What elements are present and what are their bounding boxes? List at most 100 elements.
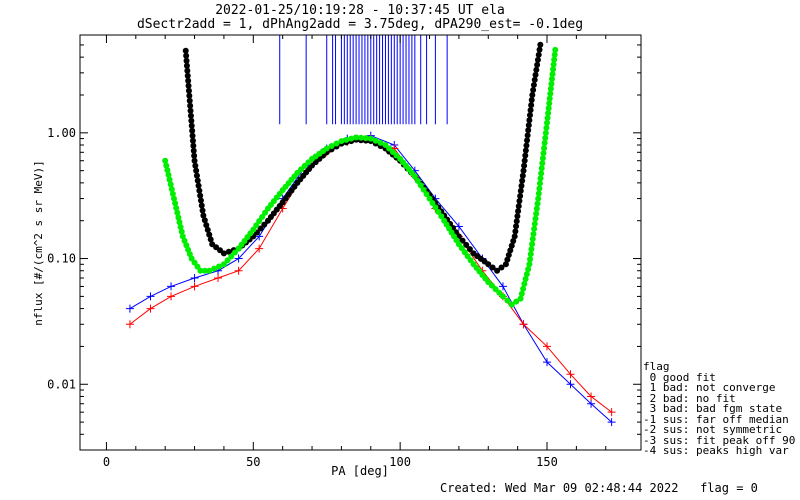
fit-dot (192, 162, 199, 169)
fit-dot (512, 228, 519, 235)
fit-dot (488, 282, 495, 289)
legend-item: -4 sus: peaks high var (643, 444, 789, 457)
legend-item: -1 sus: far off median (643, 412, 789, 426)
fit-dot (508, 242, 515, 249)
fit-dot (527, 251, 534, 258)
fit-dot (197, 197, 204, 204)
fit-dot (521, 157, 528, 164)
fit-dot (526, 261, 533, 268)
fit-dot (168, 186, 175, 193)
fit-dot (517, 187, 524, 194)
data-point (566, 370, 575, 379)
fit-dot (519, 177, 526, 184)
fit-dot (517, 192, 524, 199)
fit-dot (203, 222, 210, 229)
fit-dot (191, 152, 198, 159)
fit-dot (187, 102, 194, 109)
fit-dot (362, 135, 369, 142)
fit-dot (184, 72, 191, 79)
fit-dot (169, 190, 176, 197)
fit-dot (220, 261, 227, 268)
legend-item: -2 sus: not symmetric (643, 423, 783, 436)
fit-dot (211, 265, 218, 272)
fit-dot (165, 171, 172, 178)
fit-dot (537, 41, 544, 48)
legend-item: 2 bad: no fit (643, 391, 736, 405)
fit-dot (526, 112, 533, 119)
fit-dot (545, 105, 552, 112)
fit-dot (183, 62, 190, 69)
fit-dot (546, 100, 553, 107)
fit-dot (540, 150, 547, 157)
fit-dot (377, 139, 384, 146)
fit-dot (259, 213, 266, 220)
legend-item: -3 sus: fit peak off 90 (643, 433, 796, 447)
data-point (125, 304, 134, 313)
fit-dot (515, 203, 522, 210)
fit-dot (504, 297, 511, 304)
fit-dot (535, 51, 542, 58)
fit-dot (189, 137, 196, 144)
fit-dot (546, 95, 553, 102)
fit-dot (489, 264, 496, 271)
fit-dot (534, 61, 541, 68)
fit-dot (525, 122, 532, 129)
data-point (125, 320, 134, 329)
y-tick-label: 0.10 (47, 252, 76, 266)
fit-dot (185, 77, 192, 84)
fit-dot (196, 187, 203, 194)
fit-dot (333, 140, 340, 147)
fit-dot (547, 85, 554, 92)
data-point (543, 342, 552, 351)
fit-dot (485, 261, 492, 268)
fit-dot (532, 71, 539, 78)
fit-dot (526, 117, 533, 124)
fit-dot (178, 228, 185, 235)
fit-dot (531, 220, 538, 227)
fit-dot (348, 135, 355, 142)
fit-dot (535, 190, 542, 197)
fit-dot (522, 147, 529, 154)
fit-dot (183, 57, 190, 64)
fit-dot (228, 253, 235, 260)
fit-dot (543, 124, 550, 131)
fit-dot (426, 195, 433, 202)
fit-dot (163, 162, 170, 169)
fit-dot (199, 207, 206, 214)
fit-dot (182, 47, 189, 54)
fit-dot (485, 279, 492, 286)
data-point (607, 408, 616, 417)
fit-dot (508, 301, 515, 308)
fit-dot (532, 215, 539, 222)
fit-dot (204, 226, 211, 233)
fit-dot (167, 181, 174, 188)
fit-dot (542, 129, 549, 136)
fit-dot (527, 256, 534, 263)
data-point (566, 380, 575, 389)
fit-dot (533, 210, 540, 217)
fit-dot (538, 170, 545, 177)
data-point (255, 244, 264, 253)
fit-dot (492, 286, 499, 293)
fit-dot (250, 226, 257, 233)
fit-dot (523, 271, 530, 278)
fit-dot (536, 46, 543, 53)
fit-dot (515, 208, 522, 215)
fit-dot (170, 195, 177, 202)
y-axis-label: nflux [#/(cm^2 s sr MeV)] (32, 160, 45, 326)
fit-dot (417, 182, 424, 189)
data-point (543, 358, 552, 367)
fit-dot (539, 155, 546, 162)
fit-dot (531, 76, 538, 83)
fit-dot (367, 135, 374, 142)
data-point (234, 254, 243, 263)
fit-dot (524, 137, 531, 144)
fit-dot (262, 209, 269, 216)
plot-area (125, 35, 616, 427)
fit-dot (514, 213, 521, 220)
fit-dot (502, 261, 509, 268)
fit-dot (541, 140, 548, 147)
fit-dot (193, 167, 200, 174)
fit-dot (510, 238, 517, 245)
fit-dot (523, 142, 530, 149)
